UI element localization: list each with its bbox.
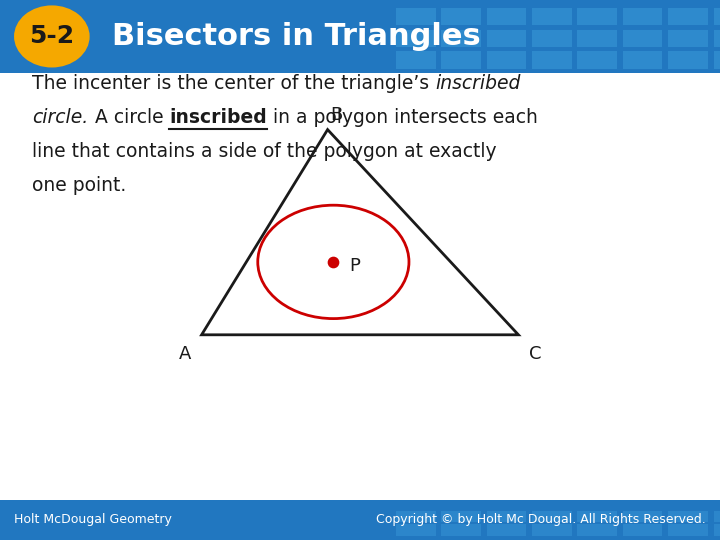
- FancyBboxPatch shape: [532, 30, 572, 47]
- Text: line that contains a side of the polygon at exactly: line that contains a side of the polygon…: [32, 142, 497, 161]
- FancyBboxPatch shape: [441, 511, 481, 522]
- FancyBboxPatch shape: [623, 30, 662, 47]
- FancyBboxPatch shape: [396, 51, 436, 69]
- FancyBboxPatch shape: [487, 30, 526, 47]
- FancyBboxPatch shape: [441, 51, 481, 69]
- Text: one point.: one point.: [32, 176, 127, 195]
- FancyBboxPatch shape: [577, 511, 617, 522]
- Text: A: A: [179, 345, 191, 362]
- FancyBboxPatch shape: [532, 51, 572, 69]
- FancyBboxPatch shape: [487, 51, 526, 69]
- FancyBboxPatch shape: [714, 8, 720, 25]
- FancyBboxPatch shape: [441, 30, 481, 47]
- FancyBboxPatch shape: [623, 524, 662, 536]
- Text: circle.: circle.: [32, 108, 89, 127]
- FancyBboxPatch shape: [0, 500, 720, 540]
- Text: Copyright © by Holt Mc Dougal. All Rights Reserved.: Copyright © by Holt Mc Dougal. All Right…: [376, 513, 706, 526]
- Text: The incenter is the center of the triangle’s: The incenter is the center of the triang…: [32, 74, 436, 93]
- FancyBboxPatch shape: [396, 30, 436, 47]
- FancyBboxPatch shape: [668, 8, 708, 25]
- Text: inscribed: inscribed: [169, 108, 267, 127]
- FancyBboxPatch shape: [396, 524, 436, 536]
- FancyBboxPatch shape: [623, 511, 662, 522]
- FancyBboxPatch shape: [532, 524, 572, 536]
- FancyBboxPatch shape: [714, 511, 720, 522]
- FancyBboxPatch shape: [714, 524, 720, 536]
- FancyBboxPatch shape: [532, 8, 572, 25]
- FancyBboxPatch shape: [487, 511, 526, 522]
- Point: [328, 258, 339, 266]
- FancyBboxPatch shape: [668, 51, 708, 69]
- Text: B: B: [330, 106, 343, 124]
- FancyBboxPatch shape: [668, 511, 708, 522]
- Text: Holt McDougal Geometry: Holt McDougal Geometry: [14, 513, 172, 526]
- FancyBboxPatch shape: [714, 30, 720, 47]
- FancyBboxPatch shape: [577, 30, 617, 47]
- FancyBboxPatch shape: [577, 51, 617, 69]
- FancyBboxPatch shape: [577, 524, 617, 536]
- Text: in a polygon intersects each: in a polygon intersects each: [267, 108, 538, 127]
- FancyBboxPatch shape: [714, 51, 720, 69]
- FancyBboxPatch shape: [668, 30, 708, 47]
- Ellipse shape: [14, 5, 89, 68]
- Text: 5-2: 5-2: [30, 24, 74, 49]
- Text: Bisectors in Triangles: Bisectors in Triangles: [112, 22, 480, 51]
- FancyBboxPatch shape: [487, 524, 526, 536]
- FancyBboxPatch shape: [396, 8, 436, 25]
- FancyBboxPatch shape: [487, 8, 526, 25]
- FancyBboxPatch shape: [668, 524, 708, 536]
- FancyBboxPatch shape: [577, 8, 617, 25]
- Text: inscribed: inscribed: [436, 74, 521, 93]
- FancyBboxPatch shape: [396, 511, 436, 522]
- Text: A circle: A circle: [89, 108, 169, 127]
- FancyBboxPatch shape: [623, 8, 662, 25]
- FancyBboxPatch shape: [0, 0, 720, 73]
- Text: C: C: [529, 345, 541, 362]
- FancyBboxPatch shape: [441, 8, 481, 25]
- Text: P: P: [349, 257, 360, 275]
- FancyBboxPatch shape: [532, 511, 572, 522]
- FancyBboxPatch shape: [623, 51, 662, 69]
- FancyBboxPatch shape: [441, 524, 481, 536]
